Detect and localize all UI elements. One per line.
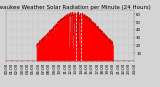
Title: Milwaukee Weather Solar Radiation per Minute (24 Hours): Milwaukee Weather Solar Radiation per Mi… — [0, 5, 150, 10]
